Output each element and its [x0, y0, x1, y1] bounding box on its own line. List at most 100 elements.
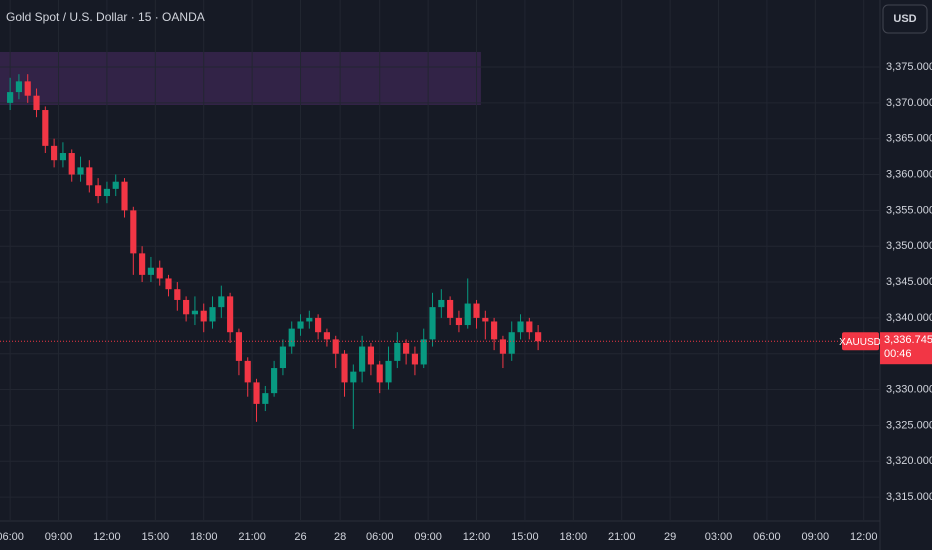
- candle-body: [156, 267, 163, 279]
- y-tick-label: 3,350.000: [886, 240, 932, 252]
- x-tick-label: 06:00: [366, 531, 394, 543]
- candle-body: [359, 346, 366, 372]
- y-tick-label: 3,345.000: [886, 276, 932, 288]
- symbol-tag: [842, 332, 879, 351]
- plot: [0, 0, 880, 520]
- x-tick-label: 18:00: [560, 531, 588, 543]
- candle-body: [59, 153, 66, 161]
- candle-body: [147, 267, 154, 275]
- symbol-label: XAUUSD: [839, 337, 881, 348]
- candle-body: [341, 353, 348, 383]
- chart-title: Gold Spot / U.S. Dollar · 15 · OANDA: [6, 10, 205, 24]
- last-price-label: 3,336.745: [884, 334, 932, 346]
- currency-label[interactable]: USD: [893, 13, 916, 25]
- candle-body: [218, 296, 225, 308]
- candle-body: [394, 342, 401, 361]
- candle-body: [174, 289, 181, 300]
- candle-body: [473, 303, 480, 318]
- currency-button[interactable]: [882, 4, 928, 34]
- candle-body: [191, 310, 198, 315]
- candle-body: [438, 299, 445, 308]
- candle-body: [183, 299, 190, 315]
- candle-body: [526, 321, 533, 333]
- zone: [0, 51, 481, 106]
- x-tick-label: 15:00: [142, 531, 170, 543]
- candle-body: [209, 307, 216, 322]
- candle-body: [350, 371, 357, 383]
- y-tick-label: 3,375.000: [886, 61, 932, 73]
- candle-body: [253, 382, 260, 404]
- y-tick-label: 3,330.000: [886, 383, 932, 395]
- x-tick-label: 06:00: [0, 531, 24, 543]
- candle-body: [376, 364, 383, 383]
- candle-body: [411, 353, 418, 365]
- candle-body: [315, 317, 322, 333]
- candle-body: [306, 317, 313, 322]
- x-tick-label: 12:00: [463, 531, 491, 543]
- candle-body: [385, 360, 392, 383]
- price-tag: [880, 332, 932, 365]
- candle-body: [517, 321, 524, 333]
- candle-body: [271, 368, 278, 394]
- candle-body: [455, 317, 462, 326]
- candle-body: [68, 153, 75, 175]
- y-tick-label: 3,355.000: [886, 204, 932, 216]
- candle-body: [42, 110, 49, 146]
- candle-body: [24, 81, 31, 96]
- x-tick-label: 12:00: [93, 531, 121, 543]
- y-tick-label: 3,325.000: [886, 419, 932, 431]
- candle-body: [51, 145, 58, 161]
- x-tick-label: 21:00: [238, 531, 266, 543]
- candle-body: [121, 181, 128, 211]
- candle-body: [95, 185, 102, 197]
- x-tick-label: 09:00: [45, 531, 73, 543]
- x-tick-label: 26: [294, 531, 306, 543]
- candle-body: [262, 393, 269, 404]
- candle-body: [464, 303, 471, 326]
- candle-body: [139, 253, 146, 275]
- candle-body: [200, 310, 207, 322]
- x-tick-label: 28: [334, 531, 346, 543]
- y-tick-label: 3,370.000: [886, 97, 932, 109]
- y-tick-label: 3,340.000: [886, 312, 932, 324]
- x-tick-label: 18:00: [190, 531, 218, 543]
- x-tick-label: 15:00: [511, 531, 539, 543]
- candle-body: [130, 210, 137, 254]
- candle-body: [165, 278, 172, 290]
- candle-body: [367, 346, 374, 365]
- candle-body: [429, 307, 436, 340]
- candle-body: [535, 332, 542, 342]
- candle-body: [227, 296, 234, 333]
- candle-body: [86, 167, 93, 186]
- x-tick-label: 06:00: [753, 531, 781, 543]
- candle-body: [420, 339, 427, 365]
- x-tick-label: 03:00: [705, 531, 733, 543]
- candle-body: [103, 188, 110, 197]
- y-tick-label: 3,315.000: [886, 491, 932, 503]
- candle-body: [15, 81, 22, 93]
- candle-body: [244, 360, 251, 383]
- y-tick-label: 3,365.000: [886, 133, 932, 145]
- candle-body: [323, 332, 330, 340]
- candle-body: [297, 321, 304, 329]
- candle-body: [77, 167, 84, 175]
- candle-body: [235, 332, 242, 361]
- candle-body: [33, 95, 40, 111]
- candle-body: [447, 299, 454, 318]
- countdown-label: 00:46: [884, 348, 912, 360]
- candle-body: [491, 321, 498, 340]
- candle-body: [499, 339, 506, 354]
- y-tick-label: 3,360.000: [886, 168, 932, 180]
- candle-body: [288, 328, 295, 347]
- candle-body: [279, 346, 286, 369]
- candle-body: [508, 332, 515, 354]
- x-tick-label: 09:00: [802, 531, 830, 543]
- x-tick-label: 29: [664, 531, 676, 543]
- x-tick-label: 21:00: [608, 531, 636, 543]
- candle-body: [7, 92, 14, 103]
- x-tick-label: 09:00: [414, 531, 442, 543]
- candle-body: [482, 317, 489, 322]
- y-tick-label: 3,320.000: [886, 455, 932, 467]
- x-tick-label: 12:00: [850, 531, 878, 543]
